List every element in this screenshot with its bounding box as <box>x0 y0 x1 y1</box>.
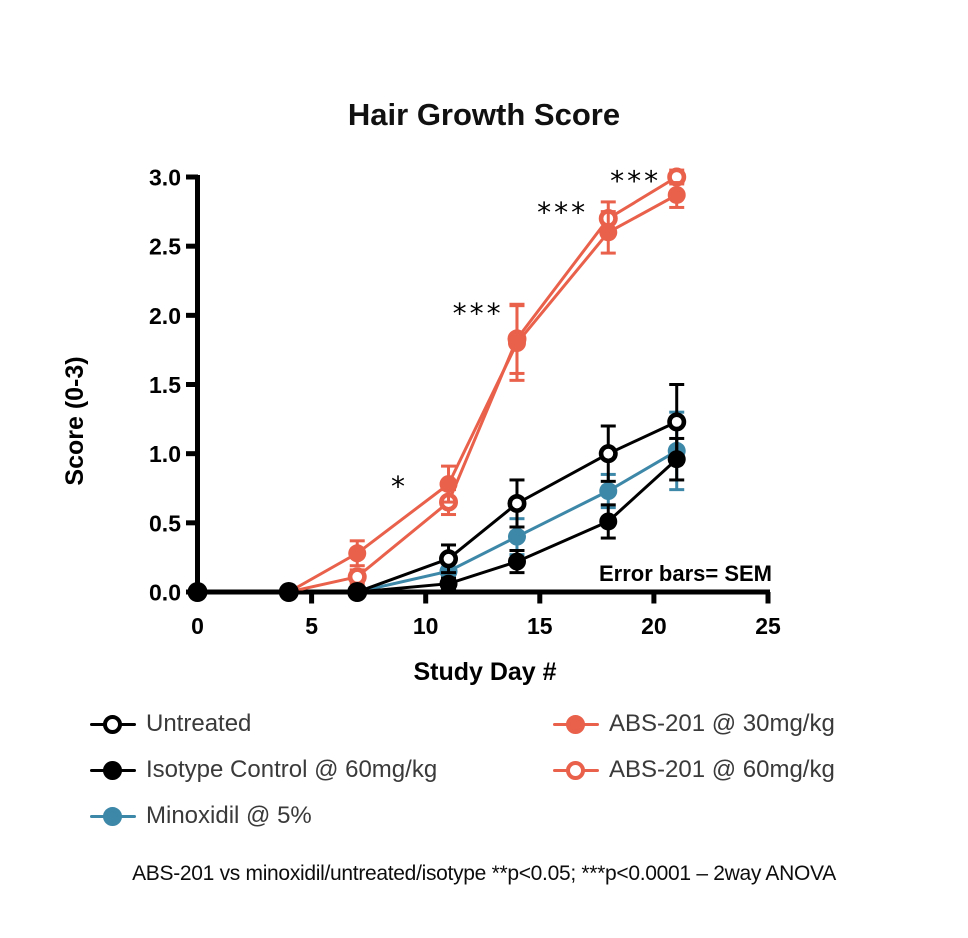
y-tick-label: 2.5 <box>149 234 181 260</box>
y-tick-label: 0.0 <box>149 580 181 606</box>
x-tick-label: 15 <box>527 613 553 639</box>
data-point-filled <box>348 544 367 563</box>
significance-stars: *** <box>537 196 588 229</box>
legend-label: Isotype Control @ 60mg/kg <box>146 756 438 783</box>
data-point-filled <box>507 527 526 546</box>
x-tick-label: 0 <box>191 613 204 639</box>
legend-marker-filled-blue-icon <box>90 802 136 830</box>
data-point-open <box>439 549 459 569</box>
significance-stars: *** <box>610 164 661 197</box>
y-tick-label: 3.0 <box>149 165 181 191</box>
data-point-filled <box>599 223 618 242</box>
legend-label: ABS-201 @ 60mg/kg <box>609 756 835 783</box>
legend-item-abs201-30: ABS-201 @ 30mg/kg <box>553 710 835 738</box>
legend-item-abs201-60: ABS-201 @ 60mg/kg <box>553 756 835 784</box>
data-point-filled <box>278 582 299 602</box>
legend-label: Minoxidil @ 5% <box>146 802 312 829</box>
data-point-open <box>598 444 618 464</box>
error-bars-note: Error bars= SEM <box>598 561 772 586</box>
data-point-filled <box>507 334 526 353</box>
x-tick-label: 25 <box>755 613 781 639</box>
x-tick-label: 5 <box>305 613 318 639</box>
data-point-filled <box>187 582 208 602</box>
legend-item-untreated: Untreated <box>90 710 251 738</box>
y-tick-label: 0.5 <box>149 510 181 536</box>
y-tick-label: 1.5 <box>149 372 181 398</box>
data-point-open <box>507 493 527 513</box>
x-tick-label: 10 <box>413 613 439 639</box>
y-tick-label: 2.0 <box>149 303 181 329</box>
data-point-filled <box>599 482 618 501</box>
data-point-filled <box>439 475 458 494</box>
data-point-filled <box>667 450 686 469</box>
legend-marker-filled-red-icon <box>553 710 599 738</box>
y-axis-title: Score (0-3) <box>61 356 89 486</box>
legend-marker-filled-black-icon <box>90 756 136 784</box>
data-point-open <box>347 567 367 587</box>
data-point-filled <box>507 552 526 571</box>
chart-canvas: 0.00.51.01.52.02.53.00 5 10 15 20 25*********… <box>149 164 781 639</box>
data-point-filled <box>667 185 686 204</box>
legend-label: Untreated <box>146 710 252 737</box>
significance-stars: *** <box>453 297 504 330</box>
stats-footnote: ABS-201 vs minoxidil/untreated/isotype *… <box>132 862 836 885</box>
x-axis-title: Study Day # <box>413 658 557 686</box>
significance-stars: * <box>391 470 408 503</box>
data-point-filled <box>599 512 618 531</box>
data-point-filled <box>347 582 368 602</box>
legend-marker-open-red-icon <box>553 756 599 784</box>
legend-item-minoxidil: Minoxidil @ 5% <box>90 802 312 830</box>
legend-label: ABS-201 @ 30mg/kg <box>609 710 835 737</box>
legend-item-isotype-control: Isotype Control @ 60mg/kg <box>90 756 437 784</box>
x-tick-label: 20 <box>641 613 667 639</box>
data-point-open <box>667 412 687 432</box>
legend-marker-open-black-icon <box>90 710 136 738</box>
y-tick-label: 1.0 <box>149 441 181 467</box>
chart-title: Hair Growth Score <box>347 97 621 132</box>
data-point-filled <box>439 574 458 593</box>
